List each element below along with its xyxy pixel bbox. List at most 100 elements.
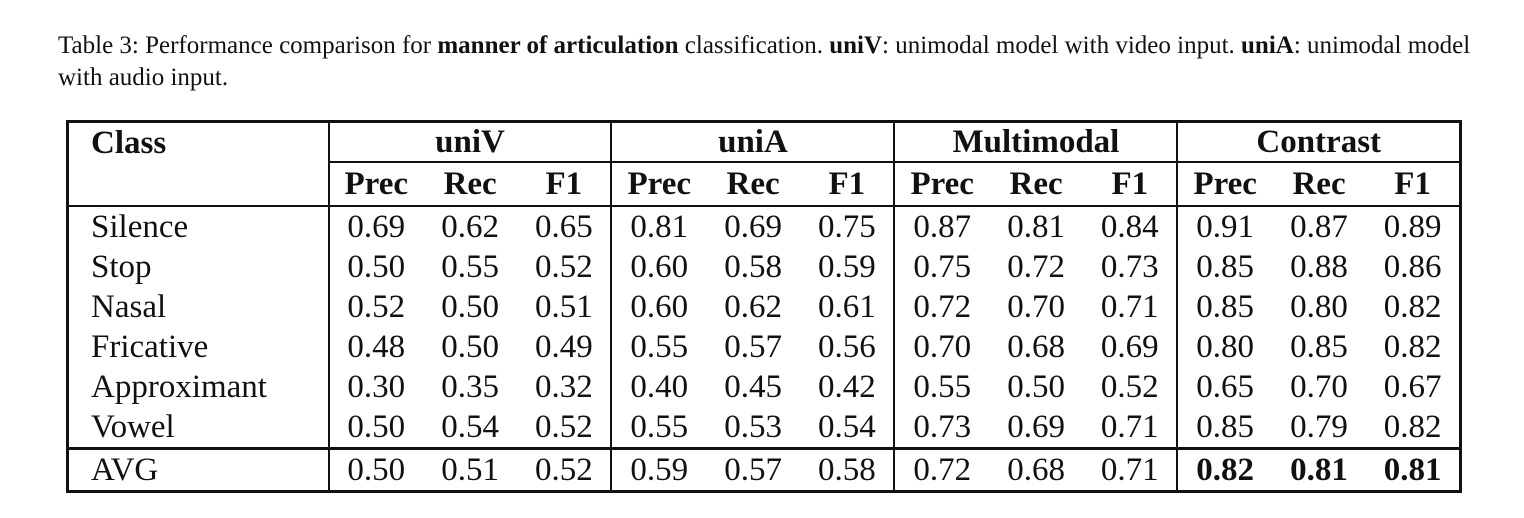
cell-unia-prec: 0.40 [610, 367, 707, 407]
cell-contrast-f1: 0.67 [1383, 369, 1442, 405]
cell-multimodal-f1: 0.71 [1083, 447, 1178, 492]
cell-contrast-f1: 0.81 [1366, 447, 1461, 492]
cell-unia-f1: 0.75 [817, 209, 876, 245]
cell-univ-f1: 0.49 [534, 329, 593, 365]
cell-multimodal-prec: 0.87 [893, 206, 989, 247]
cell-univ-rec: 0.55 [441, 249, 500, 285]
cell-univ-prec: 0.50 [327, 447, 424, 492]
cell-univ-f1: 0.52 [534, 409, 593, 445]
metric-header-multimodal-prec: Prec [893, 162, 989, 207]
cell-multimodal-rec: 0.72 [1007, 249, 1065, 285]
cell-unia-f1: 0.54 [817, 409, 876, 445]
caption-bold-univ: uniV [829, 32, 883, 59]
cell-contrast-prec: 0.85 [1176, 407, 1272, 449]
table-body: Silence 0.69 0.62 0.65 0.81 0.69 0.75 0.87 0.81 0… [67, 206, 1461, 492]
cell-univ-prec: 0.30 [327, 367, 424, 407]
row-class-name: Vowel [91, 409, 175, 445]
cell-unia-rec: 0.45 [724, 369, 782, 405]
row-class-name: Nasal [91, 289, 167, 325]
cell-contrast-prec: 0.85 [1176, 247, 1272, 287]
table-row: Silence 0.69 0.62 0.65 0.81 0.69 0.75 0.87 0.81 0… [68, 206, 1461, 247]
cell-contrast-prec: 0.80 [1176, 327, 1272, 367]
cell-unia-f1: 0.42 [817, 369, 876, 405]
caption-text-3: : unimodal model with video input. [882, 32, 1242, 59]
cell-multimodal-f1: 0.52 [1100, 369, 1159, 405]
group-header-multimodal: Multimodal [893, 121, 1178, 163]
cell-contrast-rec: 0.70 [1290, 369, 1348, 405]
cell-multimodal-prec: 0.73 [893, 407, 989, 449]
cell-unia-prec: 0.60 [610, 287, 707, 327]
cell-multimodal-rec: 0.70 [1007, 289, 1065, 325]
metric-header-unia-f1: F1 [800, 162, 895, 207]
table-row: Fricative 0.48 0.50 0.49 0.55 0.57 0.56 0.70 0.6… [68, 327, 1461, 367]
metric-header-unia-rec: Rec [706, 162, 801, 207]
results-table: Class uniV uniA Multimodal Contrast Prec… [66, 120, 1462, 493]
cell-contrast-f1: 0.82 [1383, 329, 1442, 365]
cell-contrast-prec: 0.85 [1176, 287, 1272, 327]
cell-univ-prec: 0.50 [327, 407, 424, 449]
row-class-name: Stop [91, 249, 152, 285]
cell-multimodal-prec: 0.55 [893, 367, 989, 407]
metric-header-multimodal-f1: F1 [1083, 162, 1178, 207]
cell-univ-f1: 0.32 [534, 369, 593, 405]
cell-unia-rec: 0.57 [724, 329, 782, 365]
cell-univ-rec: 0.62 [441, 209, 500, 245]
cell-unia-prec: 0.81 [610, 206, 707, 247]
metric-header-contrast-rec: Rec [1271, 162, 1367, 207]
cell-contrast-rec: 0.81 [1271, 447, 1367, 492]
cell-multimodal-f1: 0.71 [1100, 409, 1159, 445]
cell-unia-rec: 0.58 [724, 249, 782, 285]
table-row: Approximant 0.30 0.35 0.32 0.40 0.45 0.42 0.55 0… [68, 367, 1461, 407]
cell-multimodal-rec: 0.68 [988, 447, 1084, 492]
table-row-avg: AVG 0.50 0.51 0.52 0.59 0.57 0.58 0.72 0.68 0.71 0… [67, 447, 1461, 492]
row-class-name: Approximant [91, 369, 267, 405]
cell-multimodal-f1: 0.71 [1100, 289, 1159, 325]
cell-unia-rec: 0.53 [724, 409, 782, 445]
cell-unia-rec: 0.62 [724, 289, 782, 325]
cell-contrast-rec: 0.79 [1290, 409, 1348, 445]
cell-univ-f1: 0.52 [534, 249, 593, 285]
metric-header-univ-prec: Prec [327, 162, 424, 207]
cell-multimodal-prec: 0.75 [893, 247, 989, 287]
cell-multimodal-prec: 0.72 [893, 447, 989, 492]
caption-bold-unia: uniA [1241, 32, 1294, 59]
metric-header-contrast-f1: F1 [1366, 162, 1461, 207]
caption-bold-manner: manner of articulation [437, 32, 679, 59]
cell-contrast-f1: 0.89 [1383, 209, 1442, 245]
cell-univ-rec: 0.35 [441, 369, 500, 405]
cell-univ-prec: 0.52 [327, 287, 424, 327]
cell-univ-f1: 0.65 [534, 209, 593, 245]
table-caption: Table 3: Performance comparison for mann… [58, 30, 1478, 94]
cell-univ-rec: 0.54 [441, 409, 500, 445]
cell-multimodal-rec: 0.50 [1007, 369, 1065, 405]
cell-multimodal-rec: 0.68 [1007, 329, 1065, 365]
cell-unia-prec: 0.59 [610, 447, 707, 492]
table-row: Stop 0.50 0.55 0.52 0.60 0.58 0.59 0.75 0.72 0.73… [68, 247, 1461, 287]
cell-unia-f1: 0.61 [817, 289, 876, 325]
cell-univ-rec: 0.50 [441, 329, 500, 365]
metric-header-multimodal-rec: Rec [988, 162, 1084, 207]
metric-header-univ-rec: Rec [423, 162, 518, 207]
group-header-contrast: Contrast [1176, 121, 1461, 163]
cell-unia-rec: 0.69 [724, 209, 782, 245]
cell-unia-f1: 0.58 [800, 447, 895, 492]
cell-unia-f1: 0.56 [817, 329, 876, 365]
cell-univ-prec: 0.48 [327, 327, 424, 367]
class-header: Class [91, 124, 167, 161]
cell-univ-prec: 0.69 [327, 206, 424, 247]
cell-multimodal-prec: 0.70 [893, 327, 989, 367]
class-subheader-empty [67, 162, 329, 207]
cell-univ-prec: 0.50 [327, 247, 424, 287]
cell-contrast-prec: 0.65 [1176, 367, 1272, 407]
cell-contrast-prec: 0.91 [1176, 206, 1272, 247]
cell-contrast-rec: 0.88 [1290, 249, 1348, 285]
row-class-name: AVG [67, 447, 329, 492]
cell-contrast-f1: 0.82 [1383, 409, 1442, 445]
caption-text-4: : unimodal model with audio input. [58, 32, 1471, 91]
cell-univ-rec: 0.50 [441, 289, 500, 325]
metric-header-univ-f1: F1 [517, 162, 612, 207]
cell-contrast-rec: 0.80 [1290, 289, 1348, 325]
group-header-unia: uniA [610, 121, 895, 163]
cell-unia-prec: 0.55 [610, 407, 707, 449]
cell-unia-f1: 0.59 [817, 249, 876, 285]
